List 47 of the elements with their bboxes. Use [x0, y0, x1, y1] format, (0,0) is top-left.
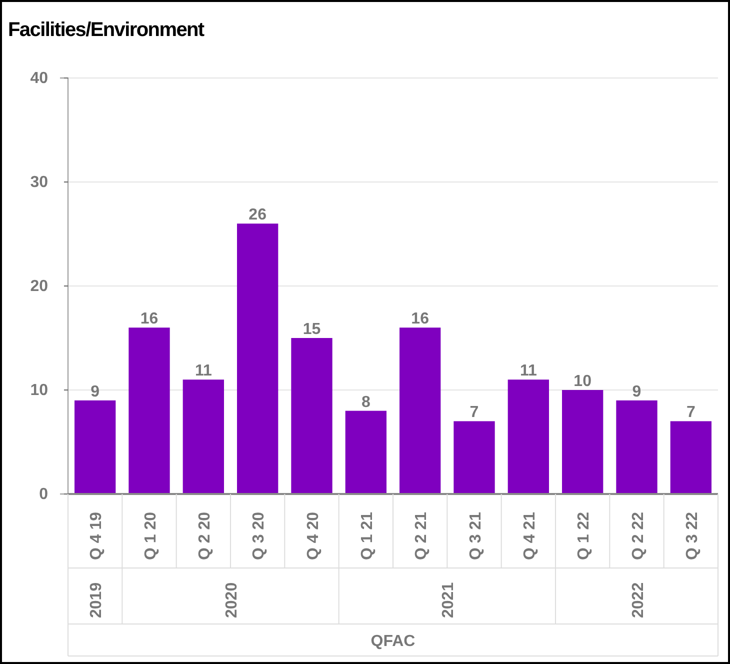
bar — [616, 400, 658, 494]
x-tick-label: Q 1 20 — [142, 512, 160, 560]
x-tick-label: Q 4 20 — [304, 512, 322, 560]
data-label: 7 — [470, 404, 479, 422]
bar — [400, 328, 441, 494]
bar — [562, 390, 604, 494]
bar — [345, 410, 386, 494]
text: 2021 — [440, 582, 458, 618]
x-tick-label: Q 2 22 — [630, 512, 647, 560]
data-label: 16 — [411, 310, 430, 328]
text: 2019 — [88, 582, 106, 618]
x-tick-label: Q 4 21 — [521, 512, 538, 560]
bar — [670, 421, 712, 494]
y-tick-label: 10 — [30, 382, 48, 400]
y-tick-label: 20 — [30, 278, 48, 296]
data-label: 26 — [248, 206, 267, 224]
bar — [291, 338, 332, 494]
y-tick-label: 40 — [30, 70, 48, 88]
data-label: 10 — [574, 373, 592, 390]
data-label: 9 — [632, 383, 642, 400]
bar — [237, 224, 278, 494]
chart-title: Facilities/Environment — [8, 19, 205, 41]
x-tick-label: Q 2 20 — [196, 512, 214, 560]
bar — [74, 400, 116, 494]
text: 2020 — [224, 582, 240, 618]
bar — [508, 380, 549, 494]
x-tick-label: Q 3 22 — [684, 512, 701, 560]
data-label: 9 — [90, 383, 100, 400]
data-label: 7 — [686, 404, 696, 422]
bar — [128, 328, 170, 494]
data-label: 8 — [361, 394, 370, 411]
bar — [182, 380, 224, 494]
x-tick-label: Q 1 21 — [358, 512, 376, 560]
x-tick-label: Q 3 20 — [250, 512, 268, 560]
y-tick-label: 0 — [39, 486, 48, 504]
text: 2022 — [630, 582, 647, 618]
data-label: 11 — [520, 362, 537, 380]
y-tick-label: 30 — [30, 174, 48, 192]
x-tick-label: Q 3 21 — [467, 512, 484, 560]
data-label: 16 — [140, 310, 158, 328]
x-tick-label: Q 4 19 — [88, 512, 106, 560]
x-axis-title: QFAC — [370, 633, 416, 650]
bar — [454, 421, 495, 494]
x-tick-label: Q 2 21 — [413, 512, 430, 560]
data-label: 11 — [194, 362, 212, 380]
data-label: 15 — [302, 321, 321, 338]
x-tick-label: Q 1 22 — [576, 512, 593, 560]
